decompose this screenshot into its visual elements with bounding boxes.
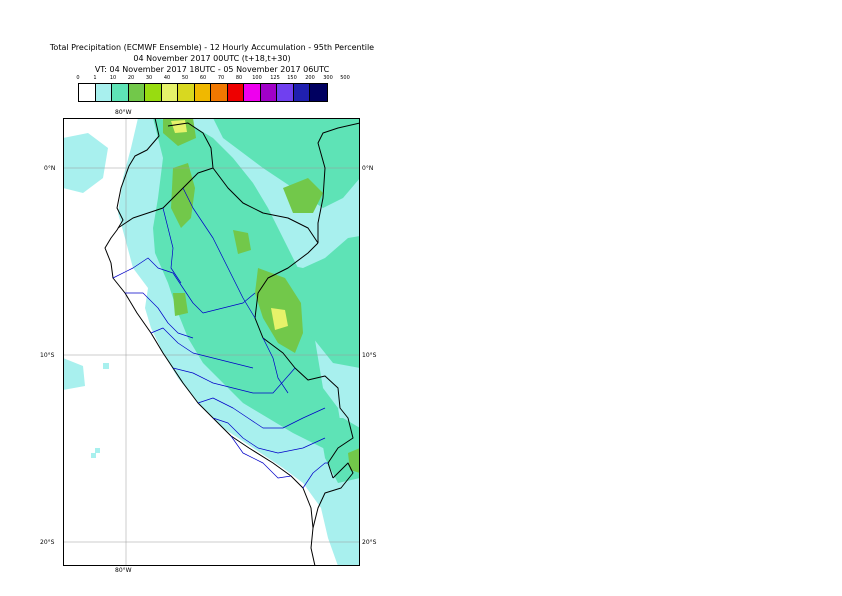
map-title: Total Precipitation (ECMWF Ensemble) - 1…: [0, 42, 424, 75]
legend-swatch: [112, 84, 129, 101]
lat-label-right: 0°N: [362, 165, 374, 172]
precipitation-legend: 0 1 10 20 30 40 50 60 70 80 100 125 150 …: [76, 75, 350, 103]
legend-swatch: [244, 84, 261, 101]
lat-label-right: 20°S: [362, 539, 377, 546]
precip-green-area: [283, 178, 323, 213]
border-peru-bolivia: [312, 462, 354, 529]
legend-swatch: [79, 84, 96, 101]
precip-yellow-area: [271, 308, 288, 330]
admin-border: [172, 367, 296, 394]
legend-swatch: [310, 84, 327, 101]
legend-label: 125: [270, 75, 280, 81]
coastline: [104, 118, 316, 566]
admin-border: [212, 417, 326, 454]
border-ecuador-peru: [117, 122, 214, 229]
legend-label: 100: [252, 75, 262, 81]
admin-border: [230, 435, 292, 479]
legend-label: 150: [287, 75, 297, 81]
legend-color-bar: [78, 83, 328, 102]
precipitation-map: [63, 118, 360, 566]
admin-border: [302, 462, 328, 489]
admin-border: [202, 292, 256, 314]
admin-border: [125, 292, 194, 339]
legend-swatch: [194, 84, 211, 101]
border-peru-colombia: [212, 167, 319, 244]
legend-swatch: [293, 84, 310, 101]
lon-label-bottom: 80°W: [115, 567, 132, 574]
admin-border: [112, 257, 204, 314]
legend-label: 300: [323, 75, 333, 81]
admin-border: [150, 327, 254, 369]
legend-swatch: [145, 84, 162, 101]
legend-swatch: [128, 84, 145, 101]
lat-label-left: 20°S: [40, 539, 55, 546]
title-line-3: VT: 04 November 2017 18UTC - 05 November…: [94, 65, 330, 74]
title-line-2: 04 November 2017 00UTC (t+18,t+30): [133, 54, 291, 63]
border-peru-brazil: [254, 242, 354, 479]
precip-mid-east: [243, 236, 360, 368]
country-borders: [104, 118, 360, 566]
precip-light-ocean-patch: [63, 133, 108, 193]
lat-label-left: 10°S: [40, 352, 55, 359]
legend-swatch: [227, 84, 244, 101]
legend-swatch: [178, 84, 195, 101]
precip-light-speck: [91, 453, 96, 458]
precip-green-area: [348, 448, 360, 473]
admin-border: [182, 187, 256, 319]
precip-light-ocean-patch: [63, 358, 85, 390]
admin-border: [162, 207, 182, 284]
legend-label: 1: [93, 75, 97, 81]
legend-label: 500: [340, 75, 350, 81]
legend-swatch: [161, 84, 178, 101]
legend-label: 40: [163, 75, 171, 81]
lat-label-left: 0°N: [44, 165, 56, 172]
admin-border: [262, 337, 289, 394]
lon-label-top: 80°W: [115, 109, 132, 116]
admin-borders: [112, 187, 328, 489]
legend-label: 200: [305, 75, 315, 81]
legend-label: 20: [127, 75, 135, 81]
legend-label: 80: [235, 75, 243, 81]
legend-swatch: [95, 84, 112, 101]
precip-light-speck: [103, 363, 109, 369]
border-colombia-brazil: [317, 122, 360, 243]
legend-swatch: [260, 84, 277, 101]
legend-swatch: [211, 84, 228, 101]
admin-border: [197, 397, 326, 429]
legend-swatch: [277, 84, 294, 101]
precip-green-area: [171, 163, 195, 228]
precip-green-area: [233, 230, 251, 254]
map-frame: [63, 118, 360, 566]
legend-label: 10: [109, 75, 117, 81]
legend-label: 50: [181, 75, 189, 81]
legend-labels: 0 1 10 20 30 40 50 60 70 80 100 125 150 …: [76, 75, 350, 83]
precip-light-speck: [95, 448, 100, 453]
precip-green-area: [173, 293, 188, 316]
legend-label: 70: [217, 75, 225, 81]
legend-label: 30: [145, 75, 153, 81]
legend-label: 60: [199, 75, 207, 81]
lat-label-right: 10°S: [362, 352, 377, 359]
title-line-1: Total Precipitation (ECMWF Ensemble) - 1…: [49, 43, 375, 52]
legend-label: 0: [76, 75, 80, 81]
